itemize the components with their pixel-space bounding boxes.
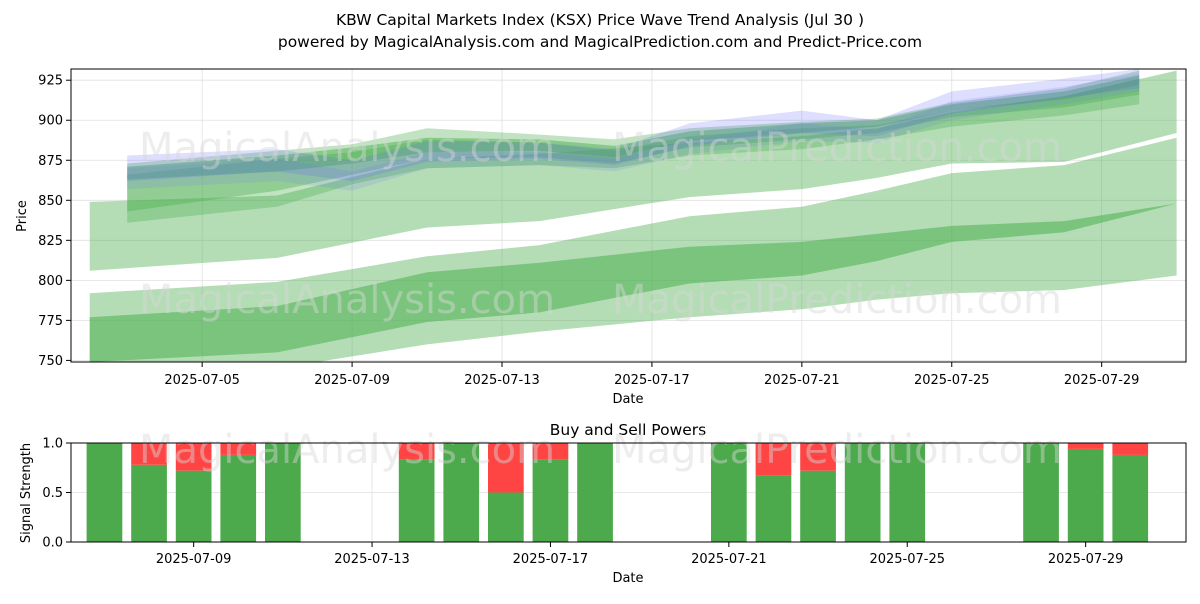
signal-x-tick-label: 2025-07-21 <box>691 552 767 567</box>
sell-bar <box>755 443 792 476</box>
price-x-axis-label: Date <box>612 392 643 407</box>
chart-title-line1: KBW Capital Markets Index (KSX) Price Wa… <box>336 11 864 29</box>
buy-bar <box>220 454 257 542</box>
watermark-prediction-bottom: MagicalPrediction.com <box>612 427 1062 473</box>
signal-x-tick-label: 2025-07-29 <box>1048 552 1124 567</box>
watermark-prediction-mid: MagicalPrediction.com <box>612 277 1062 323</box>
buy-bar <box>800 470 836 542</box>
buy-bar <box>1112 454 1149 542</box>
sell-bar <box>488 443 524 493</box>
price-x-tick-label: 2025-07-13 <box>464 373 540 388</box>
price-grid <box>71 69 1186 362</box>
price-bands <box>89 69 1177 362</box>
buy-bar <box>443 443 480 542</box>
signal-x-ticks: 2025-07-09 2025-07-13 2025-07-17 2025-07-21… <box>156 542 1124 567</box>
sell-bar <box>398 443 435 460</box>
signal-y-ticks: 0.0 0.5 1.0 <box>42 437 71 551</box>
sell-bar <box>532 443 569 460</box>
buy-bar <box>175 470 212 542</box>
buy-bar <box>755 475 792 542</box>
signal-bars <box>86 443 1149 542</box>
blue-wave-band <box>127 73 1140 191</box>
buy-bar <box>398 459 435 542</box>
price-x-tick-label: 2025-07-21 <box>764 373 840 388</box>
signal-y-tick-label: 0.5 <box>42 486 63 501</box>
price-y-tick-label: 825 <box>38 234 63 249</box>
green-wave-band <box>89 70 1177 271</box>
buy-bar <box>532 459 569 542</box>
buy-bar <box>1067 448 1104 542</box>
green-wave-band <box>127 75 1140 180</box>
watermark-analysis-top: MagicalAnalysis.com <box>139 125 555 171</box>
buy-sell-title: Buy and Sell Powers <box>550 421 707 439</box>
watermark-analysis-mid: MagicalAnalysis.com <box>139 277 555 323</box>
signal-x-tick-label: 2025-07-09 <box>156 552 232 567</box>
buy-bar <box>889 443 926 542</box>
price-y-tick-label: 925 <box>38 74 63 89</box>
price-y-tick-label: 850 <box>38 194 63 209</box>
buy-bar <box>1023 443 1059 542</box>
buy-bar <box>488 492 524 542</box>
price-y-tick-label: 775 <box>38 314 63 329</box>
price-x-tick-label: 2025-07-29 <box>1064 373 1140 388</box>
sell-bar <box>220 443 257 455</box>
green-wave-band <box>89 203 1177 362</box>
price-y-axis-label: Price <box>15 200 30 232</box>
price-wave-panel: MagicalAnalysis.com MagicalPrediction.co… <box>15 68 1187 407</box>
chart-title-line2: powered by MagicalAnalysis.com and Magic… <box>278 33 922 51</box>
signal-y-tick-label: 1.0 <box>42 437 63 452</box>
watermark-analysis-bottom: MagicalAnalysis.com <box>139 427 555 473</box>
blue-wave-band <box>127 69 1140 182</box>
signal-x-tick-label: 2025-07-25 <box>869 552 945 567</box>
buy-bar <box>711 443 747 542</box>
sell-bar <box>1067 443 1104 449</box>
price-y-tick-label: 750 <box>38 354 63 369</box>
price-x-tick-label: 2025-07-09 <box>314 373 390 388</box>
buy-bar <box>577 443 613 542</box>
price-y-ticks: 750 775 800 825 850 875 900 925 <box>38 74 71 369</box>
price-x-ticks: 2025-07-05 2025-07-09 2025-07-13 2025-07-17… <box>164 362 1139 388</box>
signal-x-axis-label: Date <box>612 571 643 586</box>
sell-bar <box>175 443 212 471</box>
price-y-tick-label: 875 <box>38 154 63 169</box>
price-x-tick-label: 2025-07-05 <box>164 373 240 388</box>
buy-bar <box>86 443 123 542</box>
price-y-tick-label: 900 <box>38 114 63 129</box>
sell-bar <box>1112 443 1149 455</box>
signal-x-tick-label: 2025-07-17 <box>513 552 589 567</box>
sell-bar <box>131 443 167 465</box>
signal-y-axis-label: Signal Strength <box>19 443 34 543</box>
signal-y-tick-label: 0.0 <box>42 536 63 551</box>
price-y-tick-label: 800 <box>38 274 63 289</box>
buy-sell-panel: Buy and Sell Powers MagicalAnalysis.com … <box>19 421 1187 586</box>
watermark-prediction-top: MagicalPrediction.com <box>612 125 1062 171</box>
signal-x-tick-label: 2025-07-13 <box>334 552 410 567</box>
buy-bar <box>131 464 167 542</box>
buy-bar <box>265 443 301 542</box>
price-x-tick-label: 2025-07-25 <box>914 373 990 388</box>
buy-bar <box>844 443 881 542</box>
sell-bar <box>800 443 836 471</box>
price-x-tick-label: 2025-07-17 <box>614 373 690 388</box>
price-plot-frame <box>70 68 1187 363</box>
